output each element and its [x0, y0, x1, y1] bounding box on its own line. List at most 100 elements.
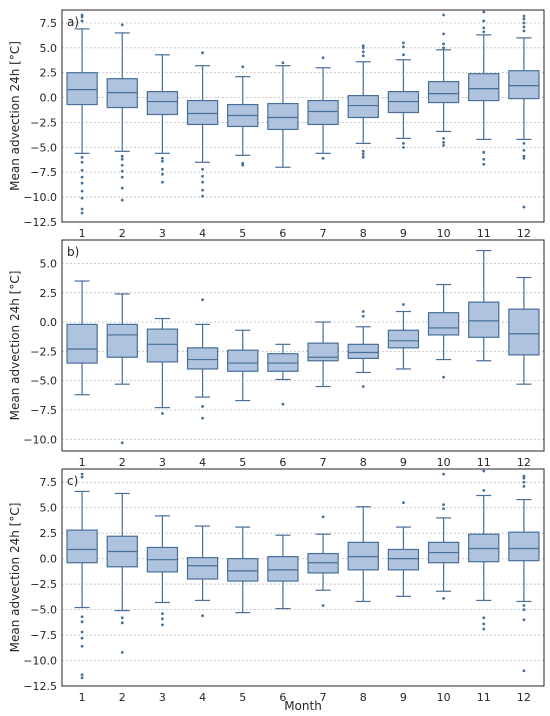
iqr-box	[227, 349, 259, 372]
y-tick-label: 2.5	[40, 287, 58, 300]
outlier-point	[80, 175, 84, 179]
outlier-point	[402, 45, 405, 49]
box-month-9	[387, 41, 420, 149]
box-month-8	[347, 310, 379, 388]
outlier-point	[241, 161, 245, 165]
y-tick-label: −10.0	[23, 191, 57, 204]
outlier-point	[442, 32, 445, 36]
outlier-point	[120, 621, 124, 625]
x-tick-label: 1	[79, 456, 86, 469]
box-month-9	[387, 501, 420, 597]
outlier-point	[80, 636, 84, 640]
x-tick-label: 1	[79, 227, 86, 240]
outlier-point	[482, 162, 486, 166]
x-tick-label: 5	[239, 227, 246, 240]
y-tick-label: 0.0	[40, 553, 58, 566]
outlier-point	[522, 618, 526, 622]
axes-frame	[61, 9, 545, 223]
iqr-box	[307, 342, 339, 362]
panel-a: −12.5 −10.0 −7.5 −5.0 −2.5 0.0 2.5 5.0 7.5 a) Mean…	[8, 9, 545, 240]
y-tick-label: 2.5	[40, 67, 58, 80]
outlier-point	[442, 472, 445, 476]
box-month-10	[427, 283, 460, 379]
y-tick-label: −2.5	[30, 116, 57, 129]
iqr-box	[106, 323, 138, 358]
outlier-point	[522, 604, 526, 607]
box-month-8	[347, 506, 379, 603]
outlier-point	[161, 167, 164, 171]
x-tick-label: 7	[320, 456, 327, 469]
y-tick-label: 7.5	[40, 17, 58, 30]
outlier-point	[442, 507, 445, 511]
outlier-point	[442, 13, 445, 17]
outlier-point	[241, 65, 245, 69]
box-month-6	[267, 61, 299, 168]
box-month-5	[227, 526, 259, 614]
outlier-point	[201, 405, 204, 408]
outlier-point	[402, 501, 405, 505]
iqr-box	[468, 301, 500, 338]
outlier-point	[80, 13, 84, 17]
x-tick-label: 2	[119, 456, 126, 469]
outlier-point	[482, 157, 486, 161]
outlier-point	[80, 644, 84, 648]
outlier-point	[80, 676, 84, 680]
x-tick-label: 9	[400, 456, 407, 469]
x-tick-label: 11	[477, 456, 491, 469]
outlier-point	[361, 54, 365, 58]
iqr-box	[267, 102, 299, 131]
outlier-point	[201, 167, 204, 171]
y-tick-label: −7.5	[30, 404, 57, 417]
outlier-point	[522, 14, 526, 18]
box-month-11	[468, 10, 500, 166]
outlier-point	[80, 155, 84, 159]
x-tick-label: 6	[279, 456, 286, 469]
x-tick-label: 1	[79, 691, 86, 704]
outlier-point	[361, 50, 365, 54]
outlier-point	[120, 23, 124, 27]
outlier-point	[482, 616, 486, 620]
outlier-point	[482, 26, 486, 30]
box-month-5	[227, 65, 259, 167]
outlier-point	[120, 154, 124, 158]
outlier-point	[281, 402, 285, 406]
y-tick-label: 5.0	[40, 257, 58, 270]
outlier-point	[161, 617, 164, 621]
y-tick-label: −5.0	[30, 375, 57, 388]
outlier-point	[482, 19, 486, 23]
iqr-box	[227, 558, 259, 582]
x-tick-label: 3	[159, 691, 166, 704]
outlier-point	[201, 194, 204, 198]
x-tick-label: 12	[517, 456, 531, 469]
axes-frame	[61, 468, 545, 687]
panel-label: a)	[67, 15, 79, 29]
outlier-point	[442, 143, 445, 147]
x-tick-label: 4	[199, 691, 206, 704]
axes-frame	[61, 239, 545, 452]
y-tick-label: 0.0	[40, 316, 58, 329]
box-month-3	[146, 515, 179, 627]
outlier-point	[402, 303, 405, 306]
outlier-point	[522, 205, 526, 209]
x-tick-label: 11	[477, 227, 491, 240]
box-month-2	[106, 492, 138, 654]
iqr-box	[387, 548, 420, 571]
outlier-point	[80, 475, 84, 479]
iqr-box	[66, 72, 98, 106]
box-month-11	[468, 469, 500, 631]
outlier-point	[482, 622, 486, 626]
box-month-1	[66, 472, 98, 680]
outlier-point	[361, 314, 365, 318]
outlier-point	[522, 154, 526, 158]
y-tick-label: 5.0	[40, 502, 58, 515]
outlier-point	[361, 44, 365, 48]
x-tick-label: 8	[360, 456, 367, 469]
iqr-box	[508, 531, 540, 562]
outlier-point	[120, 198, 124, 202]
outlier-point	[241, 163, 245, 167]
y-tick-label: 0.0	[40, 92, 58, 105]
x-tick-label: 6	[279, 691, 286, 704]
outlier-point	[361, 152, 365, 156]
x-tick-label: 4	[199, 227, 206, 240]
